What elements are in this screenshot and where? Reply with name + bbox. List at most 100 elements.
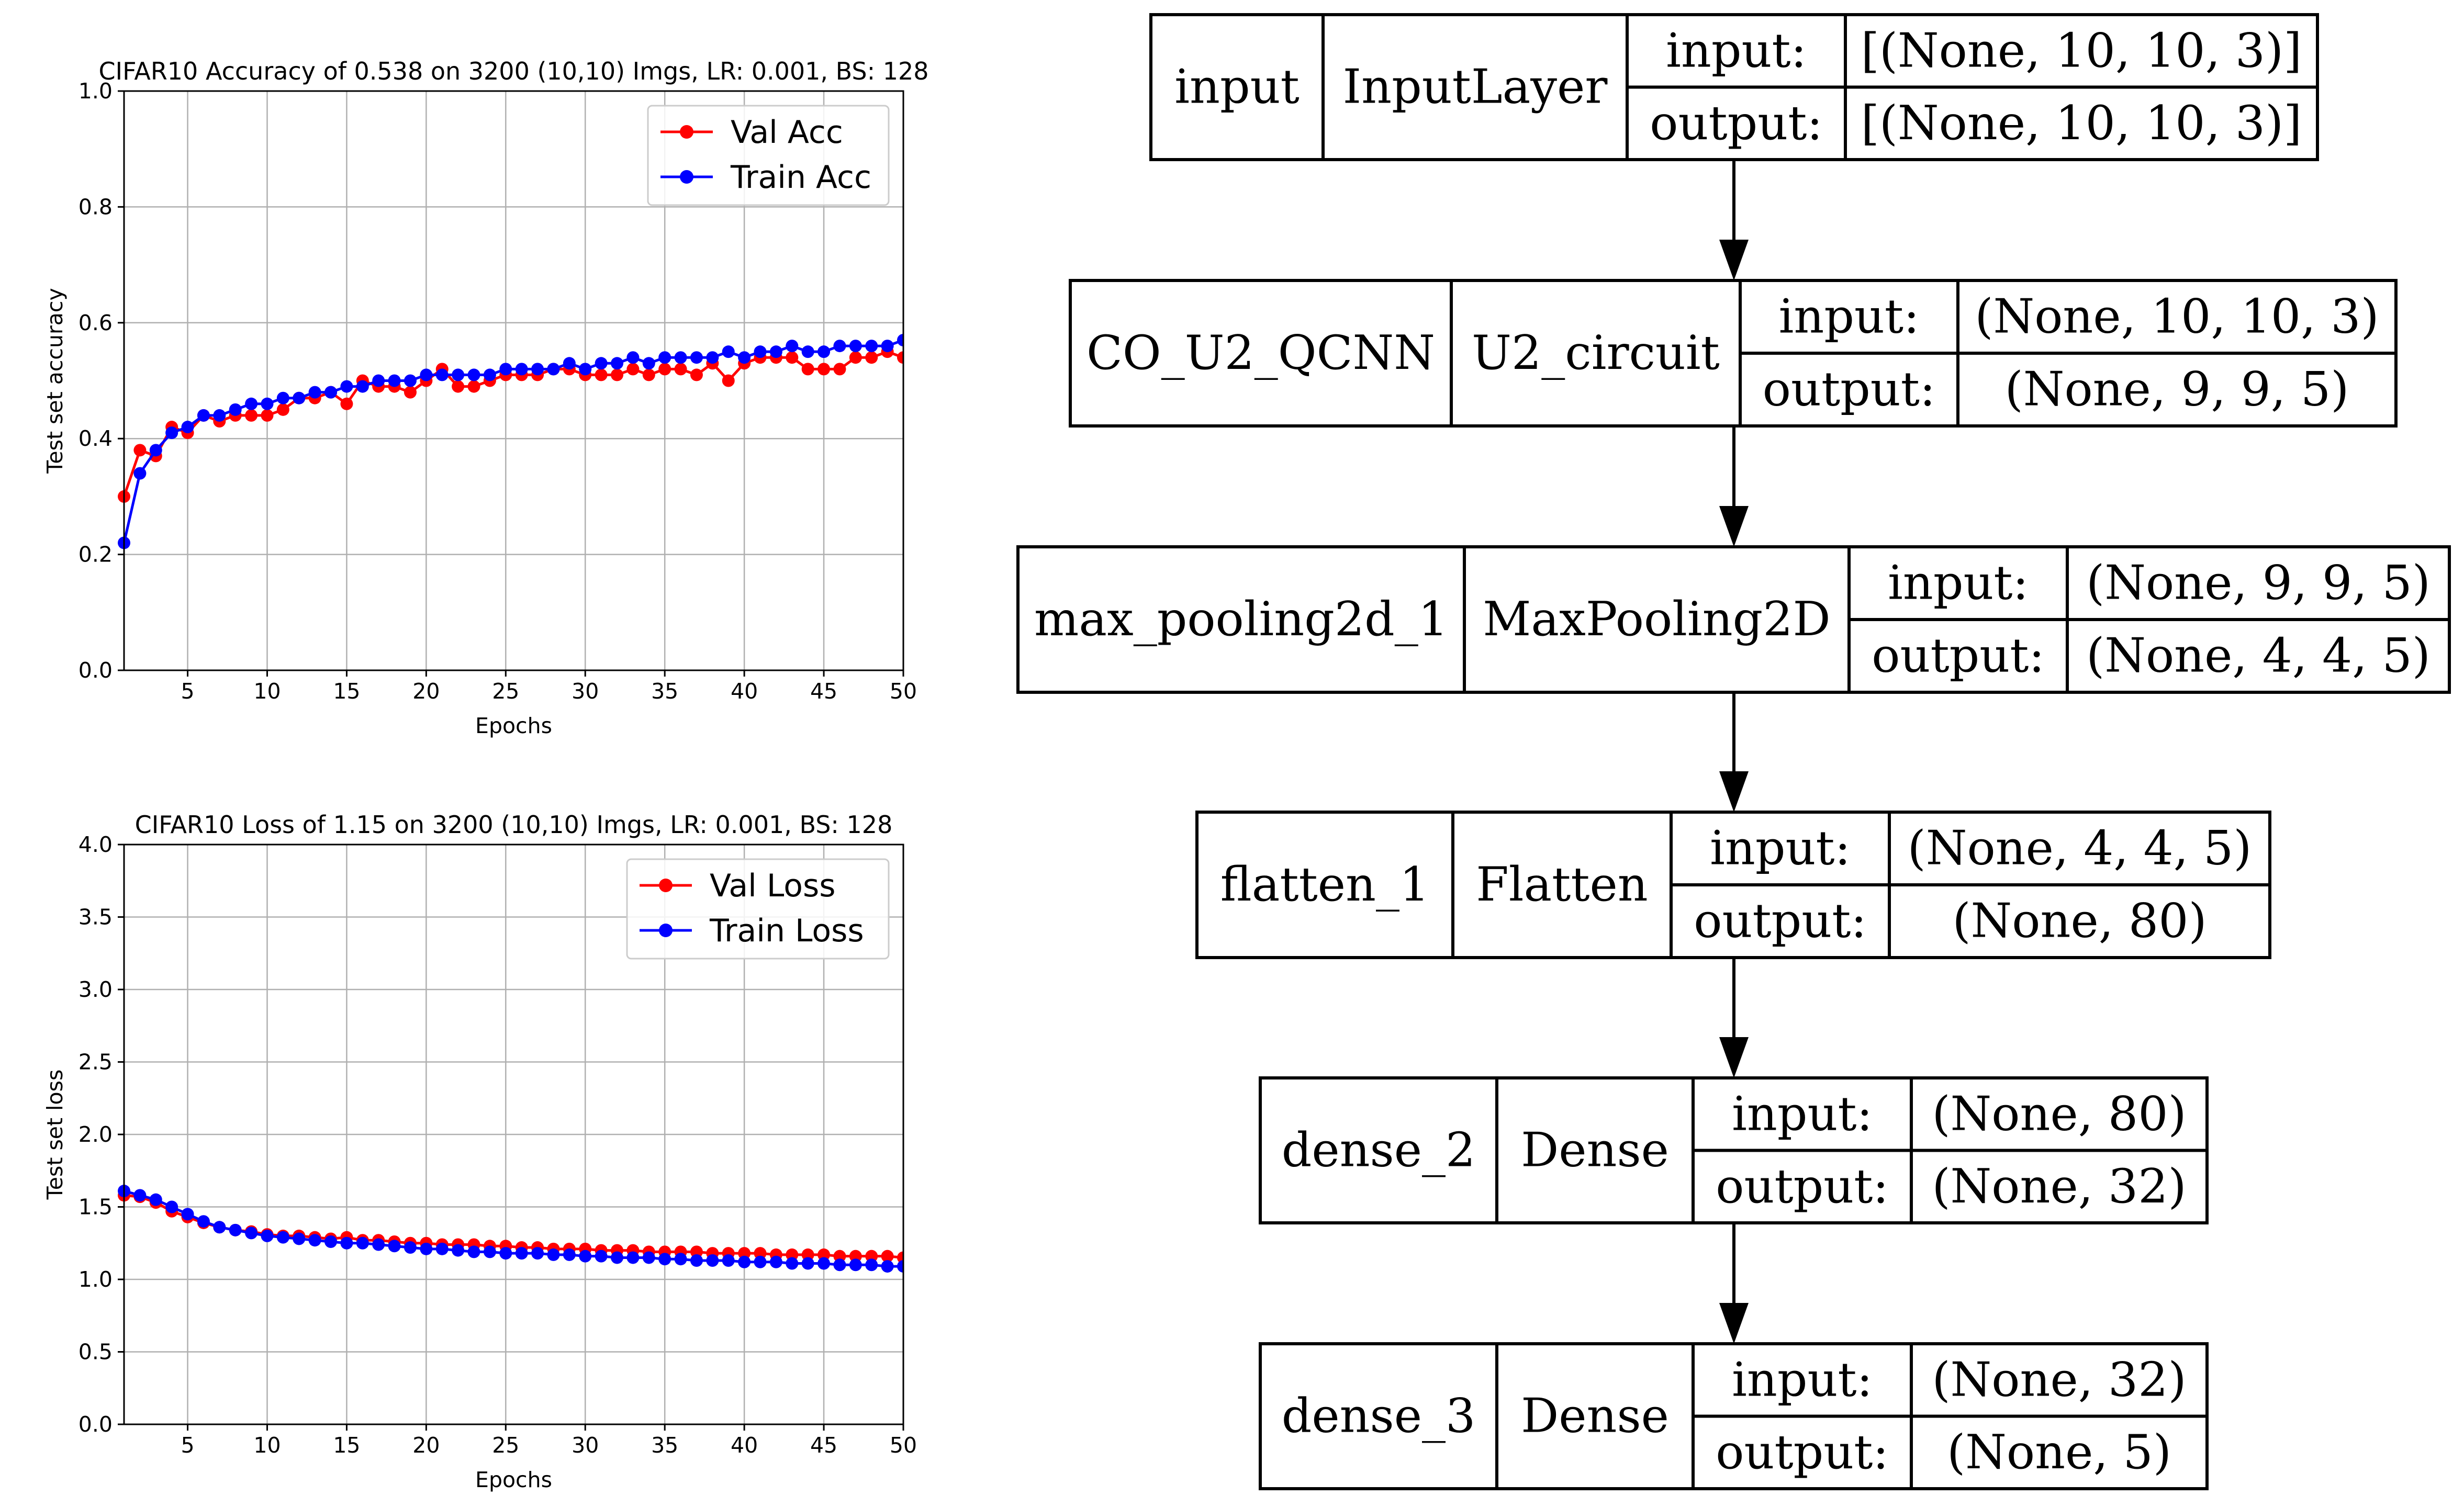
arrow-head [1719,240,1749,280]
layer-node-input: input InputLayer input: output: [(None, 10, … [1149,13,2319,161]
input-label: input: [1710,821,1851,876]
data-point [245,397,258,410]
legend: Val Loss Train Loss [626,858,890,960]
data-point [849,340,862,353]
input-shape: (None, 4, 4, 5) [1908,821,2252,876]
x-tick-label: 25 [492,1433,519,1458]
data-point [435,368,449,381]
flow-arrow [1719,1223,1749,1344]
legend-label: Train Acc [730,159,871,196]
x-tick-label: 40 [731,679,758,704]
data-point [642,357,655,370]
data-point [897,351,903,364]
chart-title: CIFAR10 Loss of 1.15 on 3200 (10,10) Img… [135,811,893,839]
data-point [611,368,624,381]
data-point [754,345,767,358]
data-point [308,1234,321,1247]
legend-swatch-marker [659,879,673,892]
y-tick-label: 0.4 [79,426,113,451]
data-point [261,397,274,410]
data-point [658,351,671,364]
layer-type: MaxPooling2D [1483,592,1830,647]
x-tick-label: 50 [890,679,917,704]
input-shape: [(None, 10, 10, 3)] [1861,23,2302,78]
input-shape: (None, 32) [1932,1352,2186,1407]
layer-node-max-pooling2d-1: max_pooling2d_1 MaxPooling2D input: output:… [1016,545,2451,694]
data-point [276,391,289,404]
x-tick-label: 45 [810,1433,837,1458]
data-point [356,1236,369,1250]
y-tick-label: 1.5 [79,1195,113,1220]
data-point [229,1223,242,1236]
data-point [817,363,831,376]
y-tick-label: 0.2 [79,542,113,567]
x-tick-label: 15 [333,1433,360,1458]
data-point [754,1255,767,1268]
output-label: output: [1694,894,1866,949]
data-point [738,1247,751,1260]
input-label: input: [1888,556,2029,611]
layer-name: CO_U2_QCNN [1087,325,1435,380]
input-label: input: [1732,1086,1873,1141]
data-point [293,1232,306,1245]
data-point [547,363,560,376]
data-point [149,1193,162,1206]
output-label: output: [1716,1425,1888,1480]
layer-name: flatten_1 [1220,857,1430,912]
data-point [531,1247,544,1260]
data-point [388,1240,401,1253]
data-point [897,334,903,347]
data-point [611,1251,624,1264]
y-axis-title: Test set accuracy [42,288,68,474]
data-point [722,1254,735,1267]
x-tick-label: 20 [412,679,440,704]
data-point [833,1250,846,1263]
data-point [786,340,799,353]
layer-node-flatten-1: flatten_1 Flatten input: output: (None, 4, 4… [1195,811,2271,959]
data-point [833,340,846,353]
data-point [467,1245,480,1258]
input-label: input: [1666,23,1807,78]
data-point [165,426,178,440]
data-point [674,1253,687,1266]
data-point [706,1254,719,1267]
data-point [340,397,353,410]
data-point [658,363,671,376]
data-point [515,363,528,376]
x-tick-label: 30 [572,1433,599,1458]
x-axis-title: Epochs [475,713,552,738]
data-point [213,1221,226,1234]
data-point [801,363,814,376]
data-point [722,374,735,387]
data-point [531,363,544,376]
data-point [261,1229,274,1242]
input-shape: (None, 9, 9, 5) [2086,556,2431,611]
chart-title: CIFAR10 Accuracy of 0.538 on 3200 (10,10… [98,57,928,85]
data-point [324,1235,338,1248]
layer-name: input [1174,60,1300,115]
output-shape: [(None, 10, 10, 3)] [1861,96,2302,151]
data-point [769,345,782,358]
data-point [690,1254,703,1267]
series-train-loss [118,1185,903,1273]
data-point [786,1257,799,1270]
data-point [276,403,289,416]
x-tick-label: 20 [412,1433,440,1458]
data-point [738,1255,751,1268]
y-tick-label: 4.0 [79,832,113,857]
data-point [817,1257,831,1270]
x-tick-label: 10 [253,679,281,704]
flow-arrow [1719,692,1749,812]
layer-node-co-u2-qcnn: CO_U2_QCNN U2_circuit input: output: (None, … [1069,279,2398,428]
data-point [626,351,640,364]
data-point [467,368,480,381]
output-shape: (None, 32) [1932,1159,2186,1214]
plot-frame [123,90,904,671]
data-point [865,340,878,353]
output-label: output: [1872,628,2044,683]
data-point [579,363,592,376]
data-point [674,363,687,376]
data-point [404,386,417,399]
x-tick-label: 5 [181,679,195,704]
